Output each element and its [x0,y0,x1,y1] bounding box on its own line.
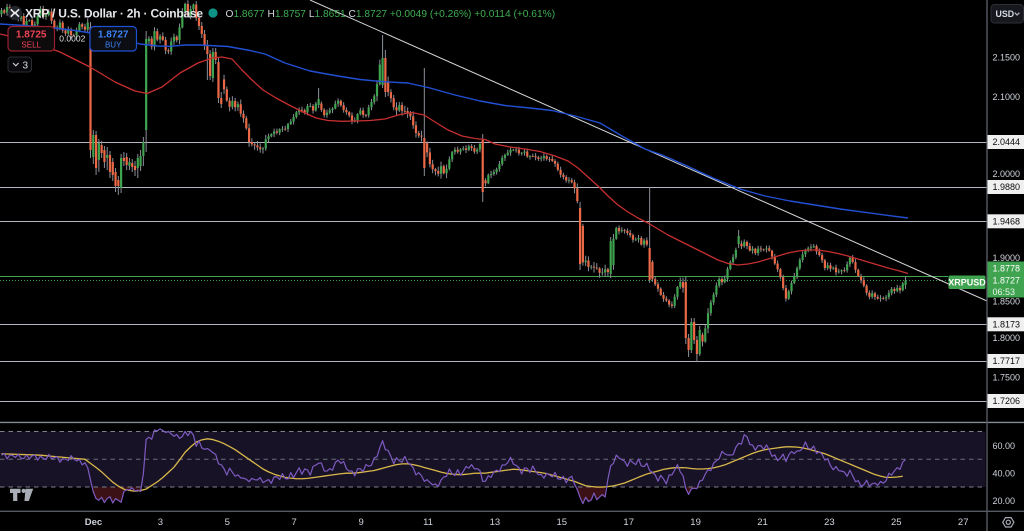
svg-text:SELL: SELL [21,41,41,50]
svg-text:1.7500: 1.7500 [993,373,1021,383]
svg-text:1.7717: 1.7717 [993,356,1021,366]
svg-text:13: 13 [490,517,501,528]
svg-text:19: 19 [690,517,701,528]
svg-text:2.0444: 2.0444 [993,137,1021,147]
svg-text:27: 27 [958,517,969,528]
svg-text:Dec: Dec [85,517,102,528]
svg-text:3: 3 [158,517,163,528]
svg-text:2.1500: 2.1500 [993,53,1021,63]
svg-text:60.00: 60.00 [993,441,1016,451]
svg-text:21: 21 [757,517,768,528]
svg-text:1.8725: 1.8725 [16,30,47,41]
svg-text:11: 11 [423,517,433,528]
svg-text:15: 15 [557,517,568,528]
svg-text:0.0002: 0.0002 [59,34,85,44]
svg-text:1.8727: 1.8727 [98,30,129,41]
svg-text:25: 25 [891,517,902,528]
svg-text:1.7206: 1.7206 [993,396,1021,406]
svg-text:1.9468: 1.9468 [993,217,1021,227]
svg-text:9: 9 [358,517,363,528]
svg-text:1.8500: 1.8500 [993,297,1021,307]
svg-text:2.0000: 2.0000 [993,169,1021,179]
svg-text:1.8778: 1.8778 [993,264,1021,274]
svg-text:1.8173: 1.8173 [993,320,1021,330]
svg-text:1.9000: 1.9000 [993,253,1021,263]
svg-text:XRPUSD: XRPUSD [948,278,986,288]
svg-text:3: 3 [23,60,29,71]
svg-text:40.00: 40.00 [993,468,1016,478]
svg-text:XRP / U.S. Dollar · 2h · Coinb: XRP / U.S. Dollar · 2h · Coinbase [25,6,203,20]
svg-text:O1.8677 H1.8757 L1.8651 C1.872: O1.8677 H1.8757 L1.8651 C1.8727 +0.0049 … [226,9,556,20]
svg-text:BUY: BUY [105,41,122,50]
svg-text:06:53: 06:53 [993,287,1016,297]
svg-text:7: 7 [292,517,297,528]
svg-text:20.00: 20.00 [993,496,1016,506]
svg-text:USD: USD [996,9,1015,19]
svg-text:1.8000: 1.8000 [993,333,1021,343]
svg-text:5: 5 [225,517,230,528]
svg-text:17: 17 [623,517,634,528]
svg-text:1.9880: 1.9880 [993,182,1021,192]
svg-text:1.8727: 1.8727 [993,276,1021,286]
svg-text:23: 23 [824,517,835,528]
svg-text:2.1000: 2.1000 [993,92,1021,102]
